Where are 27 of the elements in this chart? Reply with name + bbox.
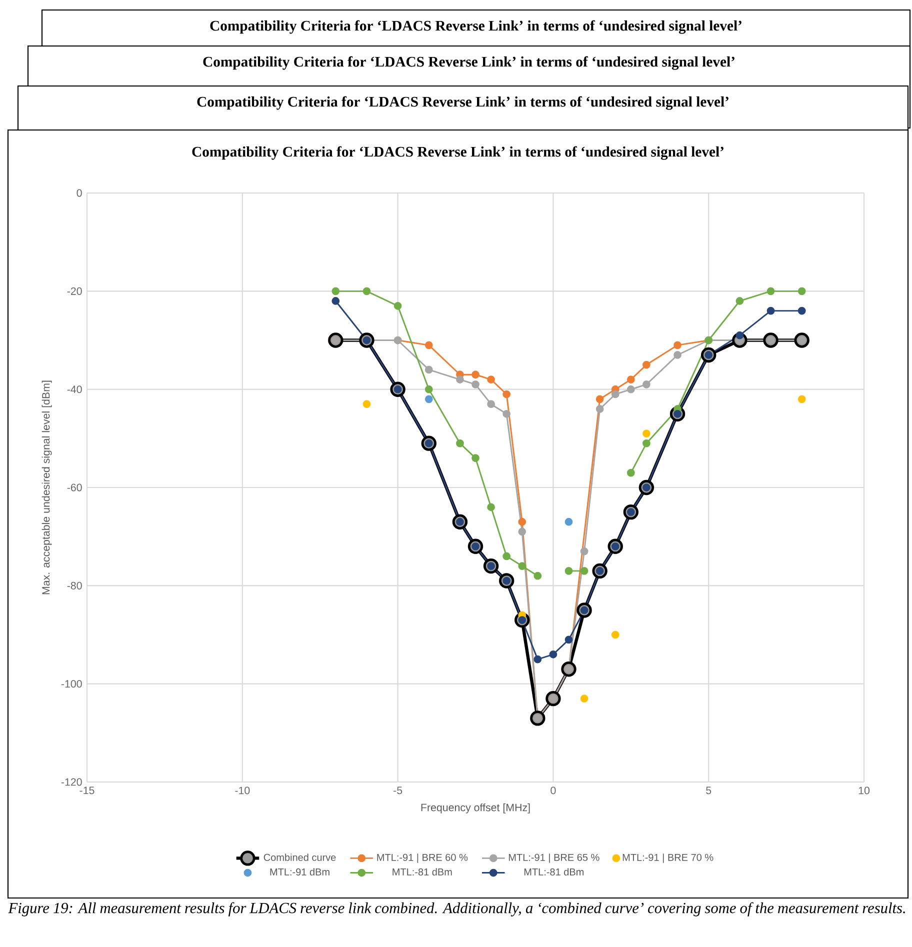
x-tick-label: -10 [235,786,250,794]
y-tick-label: -120 [61,778,82,786]
x-tick-label: 5 [706,786,712,794]
y-axis-title: Max. acceptable undesired signal level [dBm] [42,380,52,594]
text: Compatibility Criteria for ‘LDACS Reverse Link’ in terms of ‘undesired signal level’ [197,96,728,110]
x-tick-label: 0 [550,786,556,794]
y-tick-label: -40 [67,386,82,394]
text: Compatibility Criteria for ‘LDACS Reverse Link’ in terms of ‘undesired signal level’ [203,56,734,70]
legend-label: MTL:-91 | BRE 65 % [508,854,600,863]
caption: Figure 19: All measurement results for LDACS reverse link combined. Additionally, a ‘combined curve’ covering some of the measurement results. [8,902,905,916]
y-tick-label: -80 [67,582,82,590]
y-tick-label: -20 [67,287,82,295]
legend-label: MTL:-81 dBm [524,868,584,876]
text: Compatibility Criteria for ‘LDACS Reverse Link’ in terms of ‘undesired signal level’ [210,20,742,34]
legend-label: MTL:-91 | BRE 70 % [622,854,714,863]
chart-title: Compatibility Criteria for ‘LDACS Reverse Link’ in terms of ‘undesired signal level’ [192,146,724,160]
y-tick-label: 0 [76,189,82,197]
x-tick-label: 10 [858,786,870,794]
x-tick-label: -15 [80,786,94,794]
x-axis-title: Frequency offset [MHz] [421,803,530,814]
legend-label: MTL:-91 | BRE 60 % [377,854,468,863]
legend-label: MTL:-81 dBm [392,868,452,876]
y-tick-label: -60 [67,484,82,492]
y-tick-label: -100 [61,680,82,688]
x-tick-label: -5 [394,786,402,794]
legend-label: Combined curve [264,854,336,861]
legend-label: MTL:-91 dBm [270,868,330,876]
